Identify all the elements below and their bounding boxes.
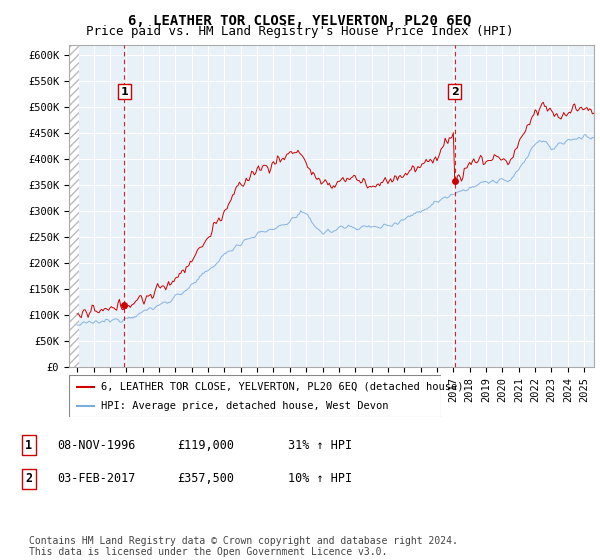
Text: 10% ↑ HPI: 10% ↑ HPI (288, 472, 352, 486)
Text: 1: 1 (25, 438, 32, 452)
Bar (69, 45, 79, 367)
Text: 1: 1 (121, 87, 128, 96)
Text: HPI: Average price, detached house, West Devon: HPI: Average price, detached house, West… (101, 401, 388, 411)
Text: 2: 2 (451, 87, 458, 96)
Text: Contains HM Land Registry data © Crown copyright and database right 2024.
This d: Contains HM Land Registry data © Crown c… (29, 535, 458, 557)
Text: £357,500: £357,500 (177, 472, 234, 486)
Text: 31% ↑ HPI: 31% ↑ HPI (288, 438, 352, 452)
Text: Price paid vs. HM Land Registry's House Price Index (HPI): Price paid vs. HM Land Registry's House … (86, 25, 514, 38)
Text: 2: 2 (25, 472, 32, 486)
Text: 03-FEB-2017: 03-FEB-2017 (57, 472, 136, 486)
Text: 6, LEATHER TOR CLOSE, YELVERTON, PL20 6EQ: 6, LEATHER TOR CLOSE, YELVERTON, PL20 6E… (128, 14, 472, 28)
Text: 08-NOV-1996: 08-NOV-1996 (57, 438, 136, 452)
Text: 6, LEATHER TOR CLOSE, YELVERTON, PL20 6EQ (detached house): 6, LEATHER TOR CLOSE, YELVERTON, PL20 6E… (101, 381, 463, 391)
Text: £119,000: £119,000 (177, 438, 234, 452)
